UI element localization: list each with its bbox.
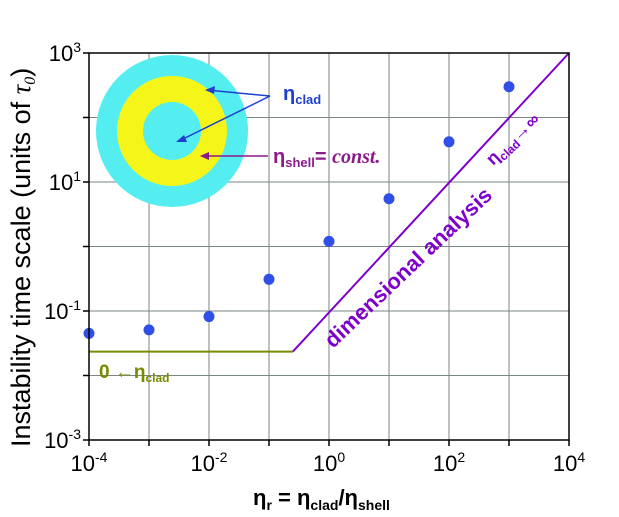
- x-tick-label: 100: [313, 449, 345, 476]
- eta-shell-label: ηshell= const.: [273, 146, 380, 170]
- y-tick-label: 10-1: [44, 297, 81, 324]
- y-tick-label: 10-3: [44, 426, 81, 453]
- data-point: [443, 136, 455, 148]
- data-points: [83, 81, 515, 339]
- data-point: [143, 324, 155, 336]
- axis-ticks: [83, 52, 570, 446]
- eta-zero-label: 0 ←ηclad: [99, 362, 169, 385]
- eta-clad-arrow-inner: [178, 95, 271, 142]
- y-axis-label: Instability time scale (units of τ0): [6, 68, 39, 447]
- x-axis-label: ηr = ηclad/ηshell: [253, 485, 390, 513]
- eta-shell-arrowhead: [200, 152, 209, 160]
- x-tick-label: 10-4: [71, 449, 108, 476]
- dimensional-analysis-line: [292, 52, 570, 353]
- data-point: [263, 273, 275, 285]
- eta-clad-arrow-outer: [206, 89, 271, 97]
- y-tick-label: 103: [49, 39, 81, 66]
- data-point: [383, 193, 395, 205]
- x-tick-label: 10-2: [191, 449, 228, 476]
- x-tick-labels: 10-4 10-2 100 102 104: [71, 449, 586, 476]
- data-point: [203, 311, 215, 323]
- x-tick-label: 102: [433, 449, 465, 476]
- cross-section-diagram: [96, 55, 248, 207]
- x-tick-label: 104: [553, 449, 585, 476]
- annotation-arrows: [176, 86, 271, 160]
- eta-clad-arrowhead-outer: [205, 86, 215, 94]
- eta-clad-label: ηclad: [283, 83, 321, 107]
- cladding-core: [143, 102, 201, 160]
- y-tick-label: 101: [49, 168, 81, 195]
- data-point: [503, 81, 515, 93]
- eta-clad-arrowhead-inner: [176, 135, 187, 142]
- data-point: [323, 235, 335, 247]
- y-tick-labels: 10-3 10-1 101 103: [44, 39, 81, 453]
